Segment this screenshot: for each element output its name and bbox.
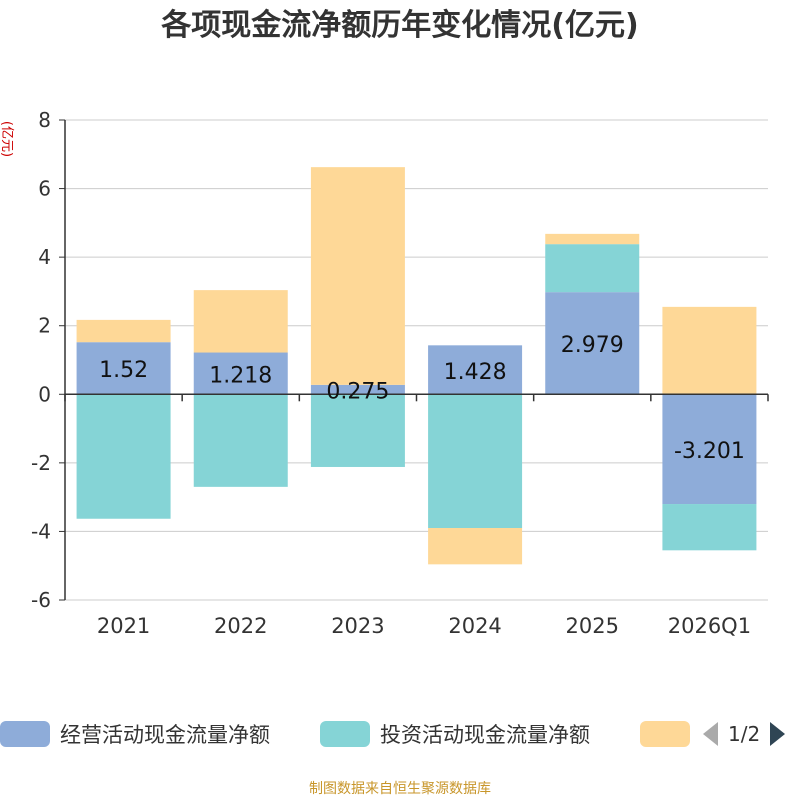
bar-investing-2023[interactable] <box>310 394 405 467</box>
x-tick-label: 2026Q1 <box>668 614 751 638</box>
legend-page-indicator: 1/2 <box>728 722 761 746</box>
data-label: 0.275 <box>326 380 389 405</box>
bar-financing-2025[interactable] <box>545 233 640 245</box>
legend-label-operating: 经营活动现金流量净额 <box>60 723 270 747</box>
x-tick-label: 2023 <box>331 614 384 638</box>
data-source-footer: 制图数据来自恒生聚源数据库 <box>309 781 491 797</box>
legend-swatch-financing <box>640 721 690 747</box>
legend-label-investing: 投资活动现金流量净额 <box>380 723 590 747</box>
bar-financing-2026Q1[interactable] <box>662 306 757 395</box>
bar-investing-2024[interactable] <box>428 394 523 528</box>
legend-prev-page-icon[interactable] <box>700 719 720 749</box>
x-tick-label: 2021 <box>97 614 150 638</box>
bar-operating-2021[interactable] <box>76 342 171 395</box>
legend-item-financing[interactable] <box>640 716 690 752</box>
bar-investing-2026Q1[interactable] <box>662 504 757 551</box>
data-label: 1.428 <box>444 360 507 385</box>
data-label: 1.218 <box>209 363 272 388</box>
bar-operating-2022[interactable] <box>193 352 288 395</box>
grid-layer <box>65 119 768 601</box>
label-layer: 1.52 1.218 0.275 1.428 2.979 -3.201 <box>99 333 745 464</box>
y-tick-label: 0 <box>38 382 51 406</box>
bar-financing-2022[interactable] <box>193 290 288 353</box>
axis-layer: 8 6 4 2 0 -2 -4 -6 2021 2022 2023 2024 2025 2026Q1 <box>31 108 769 638</box>
data-label: 2.979 <box>561 333 624 358</box>
legend-swatch-operating <box>0 721 50 747</box>
bar-layer <box>76 167 757 565</box>
bar-financing-2024[interactable] <box>428 528 523 565</box>
bar-financing-2021[interactable] <box>76 319 171 343</box>
legend-swatch-investing <box>320 721 370 747</box>
y-tick-label: 4 <box>38 245 51 269</box>
legend-item-investing[interactable]: 投资活动现金流量净额 <box>320 716 590 752</box>
bar-investing-2022[interactable] <box>193 394 288 487</box>
y-tick-label: 6 <box>38 177 51 201</box>
bar-investing-2025[interactable] <box>545 244 640 293</box>
y-tick-label: -4 <box>31 519 51 543</box>
bar-operating-2025[interactable] <box>545 292 640 395</box>
y-axis-unit-label: (亿元) <box>0 120 14 158</box>
bar-operating-2023[interactable] <box>310 384 405 395</box>
bar-investing-2021[interactable] <box>76 394 171 519</box>
bar-operating-2026Q1[interactable] <box>662 394 757 505</box>
x-tick-label: 2022 <box>214 614 267 638</box>
legend-pager: 1/2 <box>700 716 788 752</box>
y-tick-label: -2 <box>31 451 51 475</box>
bar-operating-2024[interactable] <box>428 345 523 395</box>
chart-title: 各项现金流净额历年变化情况(亿元) <box>161 8 639 43</box>
bar-financing-2023[interactable] <box>310 167 405 385</box>
x-tick-label: 2025 <box>566 614 619 638</box>
y-tick-label: -6 <box>31 588 51 612</box>
x-tick-label: 2024 <box>448 614 501 638</box>
y-tick-label: 8 <box>38 108 51 132</box>
legend-next-page-icon[interactable] <box>768 719 788 749</box>
data-label: -3.201 <box>674 439 745 464</box>
legend-item-operating[interactable]: 经营活动现金流量净额 <box>0 716 270 752</box>
y-tick-label: 2 <box>38 314 51 338</box>
data-label: 1.52 <box>99 358 148 383</box>
